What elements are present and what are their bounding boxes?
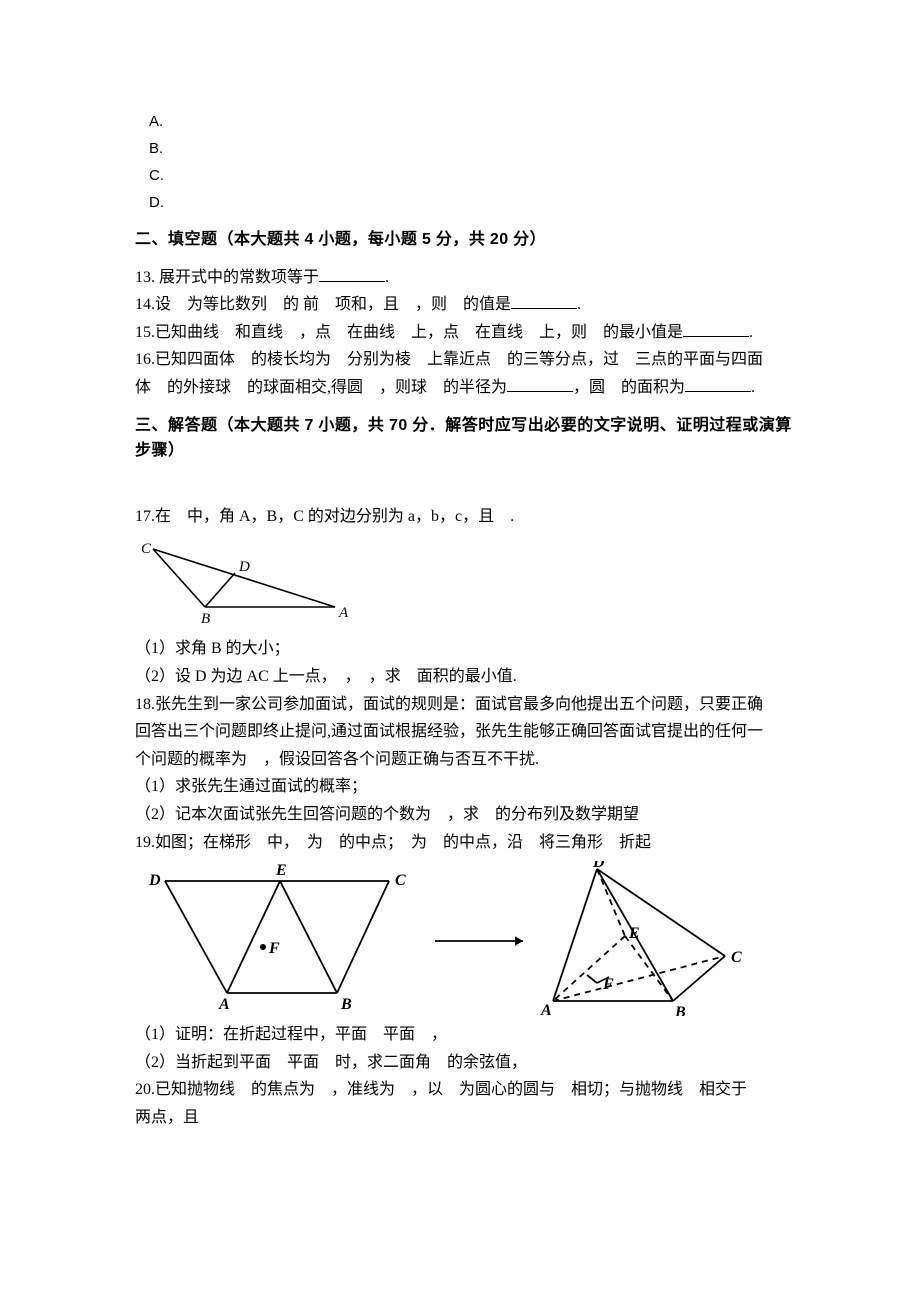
svg-text:C: C <box>395 872 406 889</box>
q18-l1: 18.张先生到一家公司参加面试，面试的规则是：面试官最多向他提出五个问题，只要正… <box>135 692 795 718</box>
svg-text:F: F <box>268 940 280 957</box>
q12-option-b: B. <box>149 137 795 161</box>
svg-text:A: A <box>540 1002 552 1016</box>
q14: 14.设 为等比数列 的 前 项和，且 ，则 的值是. <box>135 292 795 318</box>
svg-text:B: B <box>674 1004 686 1016</box>
q17-figure: C B A D <box>135 535 355 630</box>
q20-l1: 20.已知抛物线 的焦点为 ，准线为 ，以 为圆心的圆与 相切；与抛物线 相交于 <box>135 1077 795 1103</box>
q16-blank1 <box>507 375 573 392</box>
q17-sub2: （2）设 D 为边 AC 上一点， ， ，求 面积的最小值. <box>135 664 795 690</box>
section2-num2: 5 <box>422 231 431 248</box>
section2-title: 二、填空题（本大题共 4 小题，每小题 5 分，共 20 分） <box>135 227 795 253</box>
section3-title: 三、解答题（本大题共 7 小题，共 70 分．解答时应写出必要的文字说明、证明过… <box>135 413 795 464</box>
q19-stem: 19.如图；在梯形 中， 为 的中点； 为 的中点，沿 将三角形 折起 <box>135 830 795 856</box>
q18-sub2: （2）记本次面试张先生回答问题的个数为 ，求 的分布列及数学期望 <box>135 802 795 828</box>
q16-line2-mid: ，圆 的面积为 <box>573 379 685 396</box>
q18-l3: 个问题的概率为 ，假设回答各个问题正确与否互不干扰. <box>135 747 795 773</box>
q13-text: 13. 展开式中的常数项等于 <box>135 269 319 286</box>
q16-line2: 体 的外接球 的球面相交,得圆 ，则球 的半径为 ，圆 的面积为. <box>135 375 795 401</box>
q17-stem: 17.在 中，角 A，B，C 的对边分别为 a，b，c，且 . <box>135 504 795 530</box>
q17-sub1: （1）求角 B 的大小； <box>135 636 795 662</box>
q20-l2: 两点，且 <box>135 1105 795 1131</box>
q13: 13. 展开式中的常数项等于. <box>135 265 795 291</box>
svg-text:A: A <box>218 996 230 1013</box>
q15: 15.已知曲线 和直线 ，点 在曲线 上，点 在直线 上，则 的最小值是. <box>135 320 795 346</box>
svg-text:F: F <box>602 976 614 993</box>
section2-pre: 二、填空题（本大题共 <box>135 231 305 248</box>
svg-text:A: A <box>338 605 349 621</box>
q14-blank <box>511 292 577 309</box>
q15-blank <box>683 320 749 337</box>
svg-text:C: C <box>141 541 152 557</box>
svg-text:E: E <box>275 862 287 879</box>
svg-text:C: C <box>731 949 742 966</box>
q19-figure: D E C A B F D C A B E F <box>135 861 765 1016</box>
q13-post: . <box>385 269 389 286</box>
q15-text: 15.已知曲线 和直线 ，点 在曲线 上，点 在直线 上，则 的最小值是 <box>135 324 683 341</box>
svg-text:D: D <box>592 861 605 871</box>
section2-post: 分） <box>509 231 547 248</box>
section2-mid1: 小题，每小题 <box>314 231 422 248</box>
q14-text: 14.设 为等比数列 的 前 项和，且 ，则 的值是 <box>135 296 511 313</box>
svg-text:B: B <box>340 996 352 1013</box>
section3-num1: 7 <box>305 417 314 434</box>
section3-mid1: 小题，共 <box>314 417 389 434</box>
q16-line2-pre: 体 的外接球 的球面相交,得圆 ，则球 的半径为 <box>135 379 507 396</box>
q18-l2: 回答出三个问题即终止提问,通过面试根据经验，张先生能够正确回答面试官提出的任何一 <box>135 719 795 745</box>
q16-line2-post: . <box>751 379 755 396</box>
q19-sub2: （2）当折起到平面 平面 时，求二面角 的余弦值， <box>135 1050 795 1076</box>
svg-text:B: B <box>201 611 210 627</box>
q12-option-a: A. <box>149 110 795 134</box>
q12-option-c: C. <box>149 164 795 188</box>
q12-option-d: D. <box>149 191 795 215</box>
section3-pre: 三、解答题（本大题共 <box>135 417 305 434</box>
q16-line1: 16.已知四面体 的棱长均为 分别为棱 上靠近点 的三等分点，过 三点的平面与四… <box>135 347 795 373</box>
q13-blank <box>319 265 385 282</box>
q18-sub1: （1）求张先生通过面试的概率； <box>135 774 795 800</box>
q15-post: . <box>749 324 753 341</box>
q19-sub1: （1）证明：在折起过程中，平面 平面 ， <box>135 1022 795 1048</box>
svg-text:E: E <box>628 925 640 942</box>
svg-text:D: D <box>148 872 161 889</box>
q14-post: . <box>577 296 581 313</box>
section2-num1: 4 <box>305 231 314 248</box>
svg-text:D: D <box>238 559 250 575</box>
section3-num2: 70 <box>389 417 408 434</box>
section2-mid2: 分，共 <box>431 231 490 248</box>
section2-num3: 20 <box>490 231 509 248</box>
q16-blank2 <box>685 375 751 392</box>
